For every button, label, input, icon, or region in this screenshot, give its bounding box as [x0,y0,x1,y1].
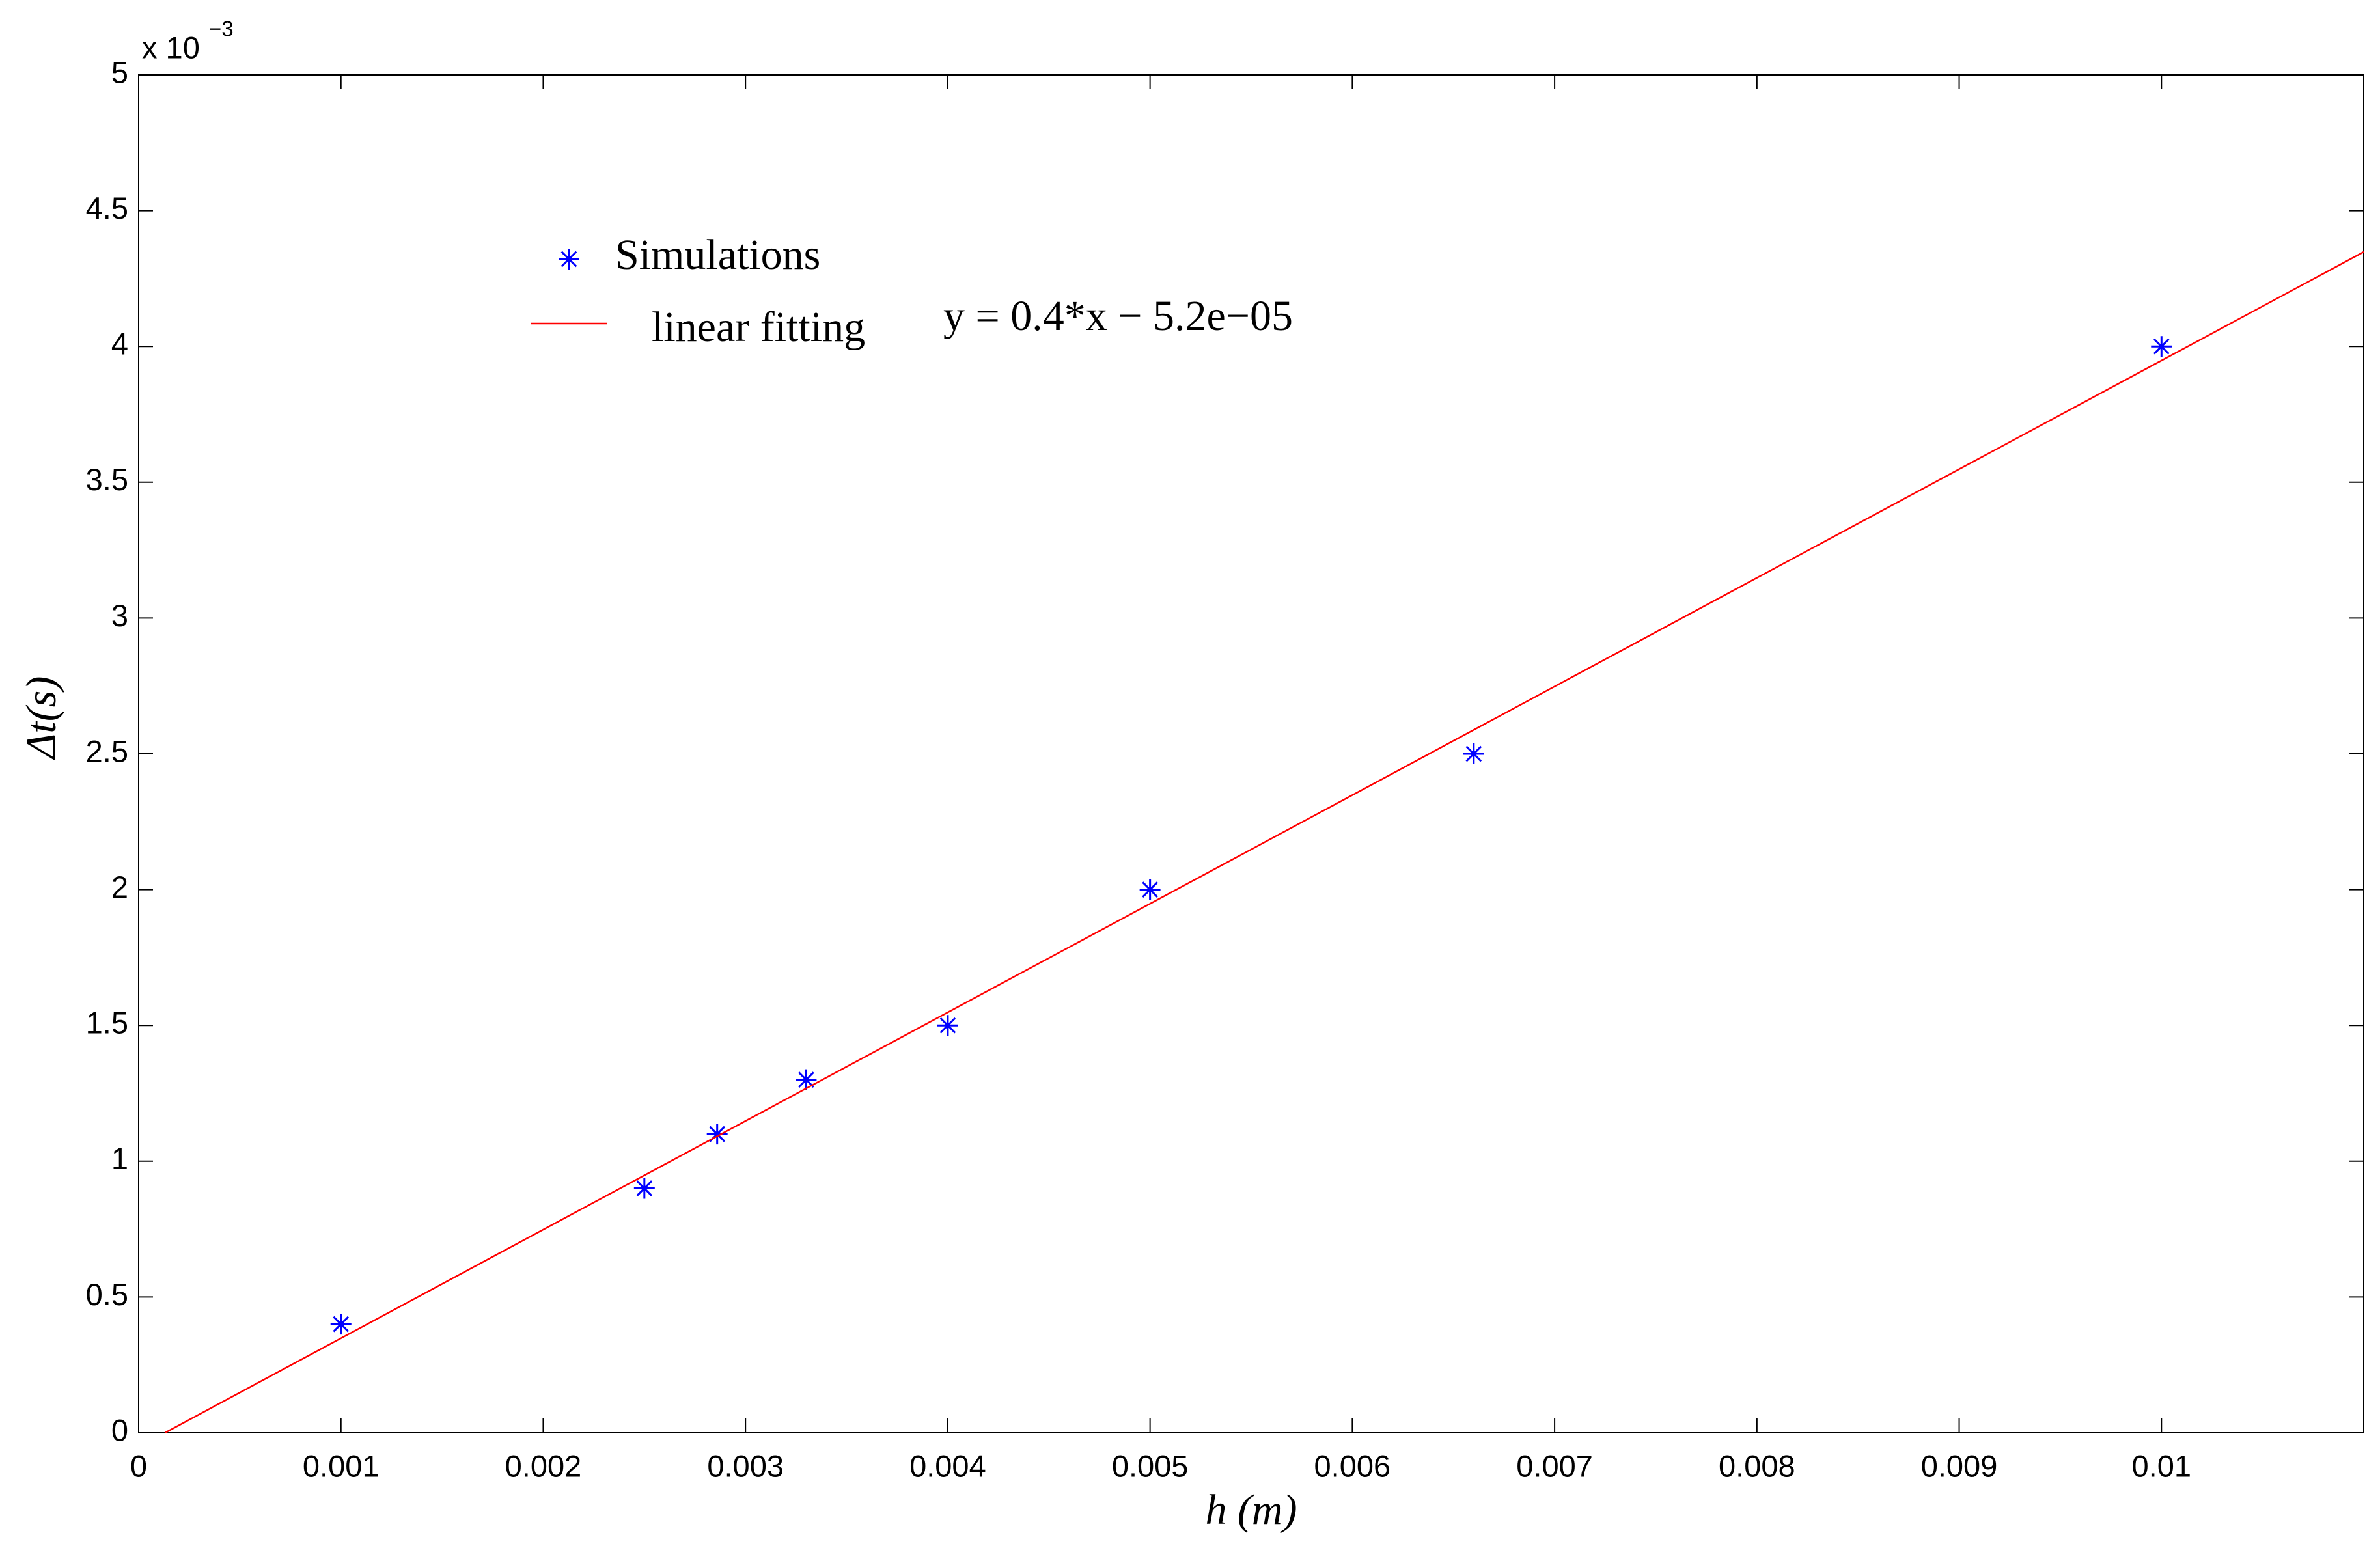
plot-frame [138,74,2364,1433]
y-tick-label: 3.5 [86,462,128,497]
y-tick-label: 5 [111,55,128,89]
annotation: y = 0.4*x − 5.2e−05 [943,292,1293,340]
data-point [796,1069,817,1090]
x-tick-label: 0.001 [303,1448,380,1483]
x-axis-label: h (m) [1205,1486,1297,1534]
y-tick-label: 0 [111,1413,128,1447]
legend-label: Simulations [615,231,820,279]
x-tick-label: 0.002 [505,1448,582,1483]
x-tick-label: 0.005 [1112,1448,1189,1483]
y-tick-label: 0.5 [86,1277,128,1312]
data-point [633,1178,655,1199]
y-tick-label: 3 [111,598,128,633]
legend-marker [559,249,579,270]
y-multiplier: x 10 [142,30,200,64]
x-tick-label: 0.009 [1921,1448,1998,1483]
y-tick-label: 1 [111,1141,128,1176]
x-tick-label: 0.004 [909,1448,986,1483]
y-axis-label: Δt(s) [18,676,65,761]
y-tick-label: 1.5 [86,1006,128,1040]
data-point [1139,879,1161,900]
y-tick-label: 4 [111,327,128,361]
x-tick-label: 0.007 [1516,1448,1593,1483]
y-tick-label: 4.5 [86,191,128,225]
fit-line [164,251,2364,1434]
data-point [706,1124,728,1145]
y-tick-label: 2 [111,870,128,904]
x-tick-label: 0 [130,1448,147,1483]
x-tick-label: 0.006 [1314,1448,1391,1483]
x-tick-label: 0.01 [2132,1448,2191,1483]
legend-label: linear fitting [652,303,865,351]
y-multiplier-exponent: −3 [209,17,234,41]
data-point [1463,743,1484,764]
x-tick-label: 0.008 [1719,1448,1795,1483]
x-tick-label: 0.003 [707,1448,784,1483]
data-point [330,1314,352,1335]
data-point [2151,336,2172,357]
data-point [937,1015,958,1036]
y-tick-label: 2.5 [86,734,128,768]
